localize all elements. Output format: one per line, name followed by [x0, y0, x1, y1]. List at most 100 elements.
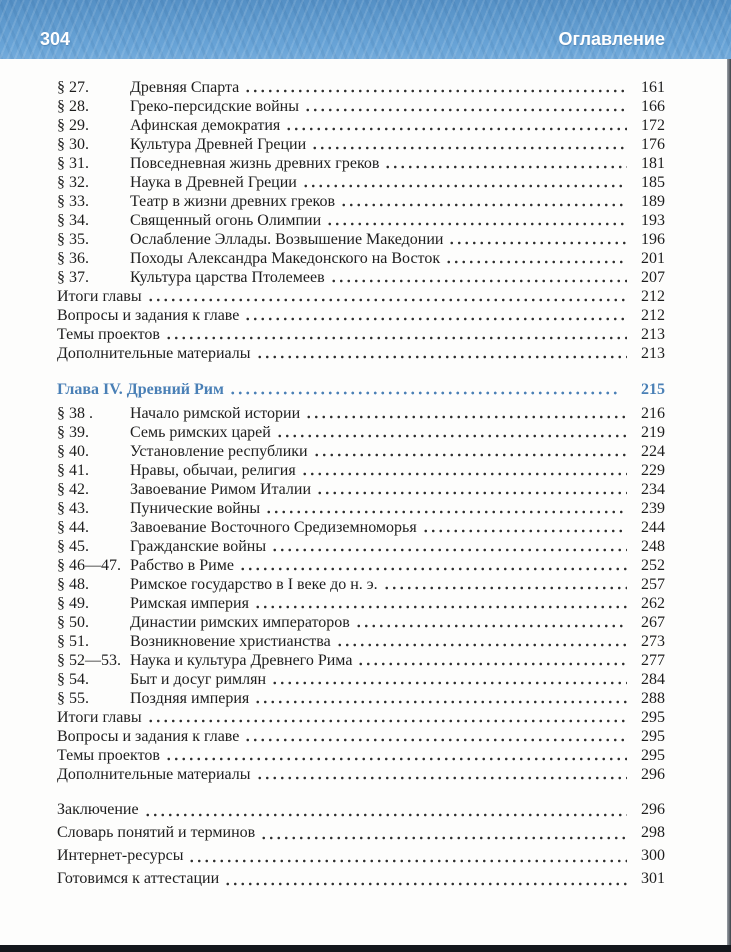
dotted-leader	[285, 116, 627, 135]
dotted-leader	[255, 344, 627, 363]
toc-entry-label: § 33.	[57, 193, 89, 210]
toc-row: § 42. Завоевание Римом Италии 234	[57, 480, 665, 499]
toc-entry-label: § 29.	[57, 117, 89, 134]
toc-entry-title: Семь римских царей	[130, 424, 271, 441]
toc-entry-title: Священный огонь Олимпии	[130, 212, 322, 229]
toc-row: § 39. Семь римских царей 219	[57, 423, 665, 442]
toc-entry-page: 296	[641, 801, 665, 818]
toc-entry-title: Итоги главы	[57, 288, 142, 305]
toc-entry-page: 224	[641, 443, 665, 460]
toc-entry-title: Словарь понятий и терминов	[57, 824, 256, 841]
toc-entry-title: Культура царства Птолемеев	[130, 269, 325, 286]
toc-entry-label: § 38 .	[57, 405, 93, 422]
chapter-heading-page: 215	[641, 381, 665, 398]
toc-row: Дополнительные материалы 213	[57, 344, 665, 363]
toc-entry-page: 248	[641, 538, 665, 555]
page-header-band: 304 Оглавление	[0, 0, 731, 59]
dotted-leader	[275, 423, 627, 442]
dotted-leader	[224, 867, 627, 890]
toc-entry-label: § 40.	[57, 443, 89, 460]
toc-entry-label: § 54.	[57, 671, 89, 688]
toc-row: § 54. Быт и досуг римлян 284	[57, 670, 665, 689]
toc-entry-title: Династии римских императоров	[130, 614, 350, 631]
header-title: Оглавление	[558, 29, 665, 49]
toc-entry-label: § 51.	[57, 633, 89, 650]
toc-entry-page: 284	[641, 671, 665, 688]
toc-entry-title: Готовимся к аттестации	[57, 870, 220, 887]
toc-entry-title: Завоевание Римом Италии	[130, 481, 312, 498]
toc-entry-page: 161	[641, 79, 665, 96]
chapter4-entries: § 38 . Начало римской истории 216 § 39. Сем…	[57, 404, 665, 784]
toc-entry-page: 189	[641, 193, 665, 210]
toc-entry-page: 296	[641, 766, 665, 783]
toc-entry-title: Темы проектов	[57, 747, 160, 764]
toc-entry-title: Вопросы и задания к главе	[57, 728, 240, 745]
toc-entry-page: 196	[641, 231, 665, 248]
toc-entry-page: 301	[641, 870, 665, 887]
dotted-leader	[164, 746, 627, 765]
dotted-leader	[254, 689, 627, 708]
dotted-leader	[228, 380, 621, 399]
toc-entry-page: 193	[641, 212, 665, 229]
toc-entry-title: Римское государство в I веке до н. э.	[130, 576, 378, 593]
toc-row: § 32. Наука в Древней Греции 185	[57, 173, 665, 192]
toc-entry-label: § 49.	[57, 595, 89, 612]
dotted-leader	[445, 249, 627, 268]
dotted-leader	[421, 518, 627, 537]
dotted-leader	[340, 192, 627, 211]
dotted-leader	[303, 97, 627, 116]
chapter4-heading: Глава IV. Древний Рим 215	[57, 380, 665, 399]
toc-content: § 27. Древняя Спарта 161 § 28. Греко-персид…	[0, 59, 731, 890]
toc-row: Дополнительные материалы 296	[57, 765, 665, 784]
toc-entry-page: 298	[641, 824, 665, 841]
toc-entry-title: Древняя Спарта	[130, 79, 240, 96]
toc-entry-title: Гражданские войны	[130, 538, 267, 555]
dotted-leader	[265, 499, 627, 518]
toc-row: Вопросы и задания к главе 295	[57, 727, 665, 746]
toc-entry-page: 295	[641, 728, 665, 745]
toc-entry-page: 212	[641, 307, 665, 324]
toc-entry-page: 172	[641, 117, 665, 134]
toc-entry-title: Дополнительные материалы	[57, 766, 251, 783]
toc-row: Интернет-ресурсы 300	[57, 844, 665, 867]
header-page-number: 304	[40, 29, 71, 49]
toc-entry-label: § 27.	[57, 79, 89, 96]
toc-entry-title: Нравы, обычаи, религия	[130, 462, 296, 479]
toc-row: § 36. Походы Александра Македонского на В…	[57, 249, 665, 268]
toc-entry-title: Театр в жизни древних греков	[130, 193, 336, 210]
toc-entry-title: Наука и культура Древнего Рима	[130, 652, 353, 669]
chapter-heading-label: Глава IV. Древний Рим	[57, 381, 224, 398]
dotted-leader	[164, 325, 627, 344]
toc-entry-page: 213	[641, 326, 665, 343]
toc-entry-label: § 42.	[57, 481, 89, 498]
toc-row: Темы проектов 213	[57, 325, 665, 344]
toc-entry-page: 277	[641, 652, 665, 669]
toc-entry-title: Завоевание Восточного Средиземноморья	[130, 519, 417, 536]
toc-row: § 28. Греко-персидские войны 166	[57, 97, 665, 116]
toc-entry-page: 181	[641, 155, 665, 172]
toc-entry-title: Быт и досуг римлян	[130, 671, 267, 688]
dotted-leader	[146, 708, 627, 727]
toc-entry-label: § 31.	[57, 155, 89, 172]
dotted-leader	[354, 613, 627, 632]
dotted-leader	[300, 461, 627, 480]
dotted-leader	[311, 135, 627, 154]
toc-entry-page: 212	[641, 288, 665, 305]
toc-entry-title: Дополнительные материалы	[57, 345, 251, 362]
toc-entry-page: 234	[641, 481, 665, 498]
toc-entry-title: Пунические войны	[130, 500, 261, 517]
toc-entry-label: § 41.	[57, 462, 89, 479]
toc-entry-page: 267	[641, 614, 665, 631]
toc-row: § 48. Римское государство в I веке до н. …	[57, 575, 665, 594]
toc-entry-label: § 30.	[57, 136, 89, 153]
toc-row: § 30. Культура Древней Греции 176	[57, 135, 665, 154]
toc-entry-title: Возникновение христианства	[130, 633, 331, 650]
dotted-leader	[305, 404, 627, 423]
dotted-leader	[253, 594, 627, 613]
toc-entry-page: 262	[641, 595, 665, 612]
toc-entry-label: § 36.	[57, 250, 89, 267]
toc-row: § 34. Священный огонь Олимпии 193	[57, 211, 665, 230]
toc-entry-title: Темы проектов	[57, 326, 160, 343]
toc-entry-label: § 39.	[57, 424, 89, 441]
toc-entry-title: Наука в Древней Греции	[130, 174, 297, 191]
